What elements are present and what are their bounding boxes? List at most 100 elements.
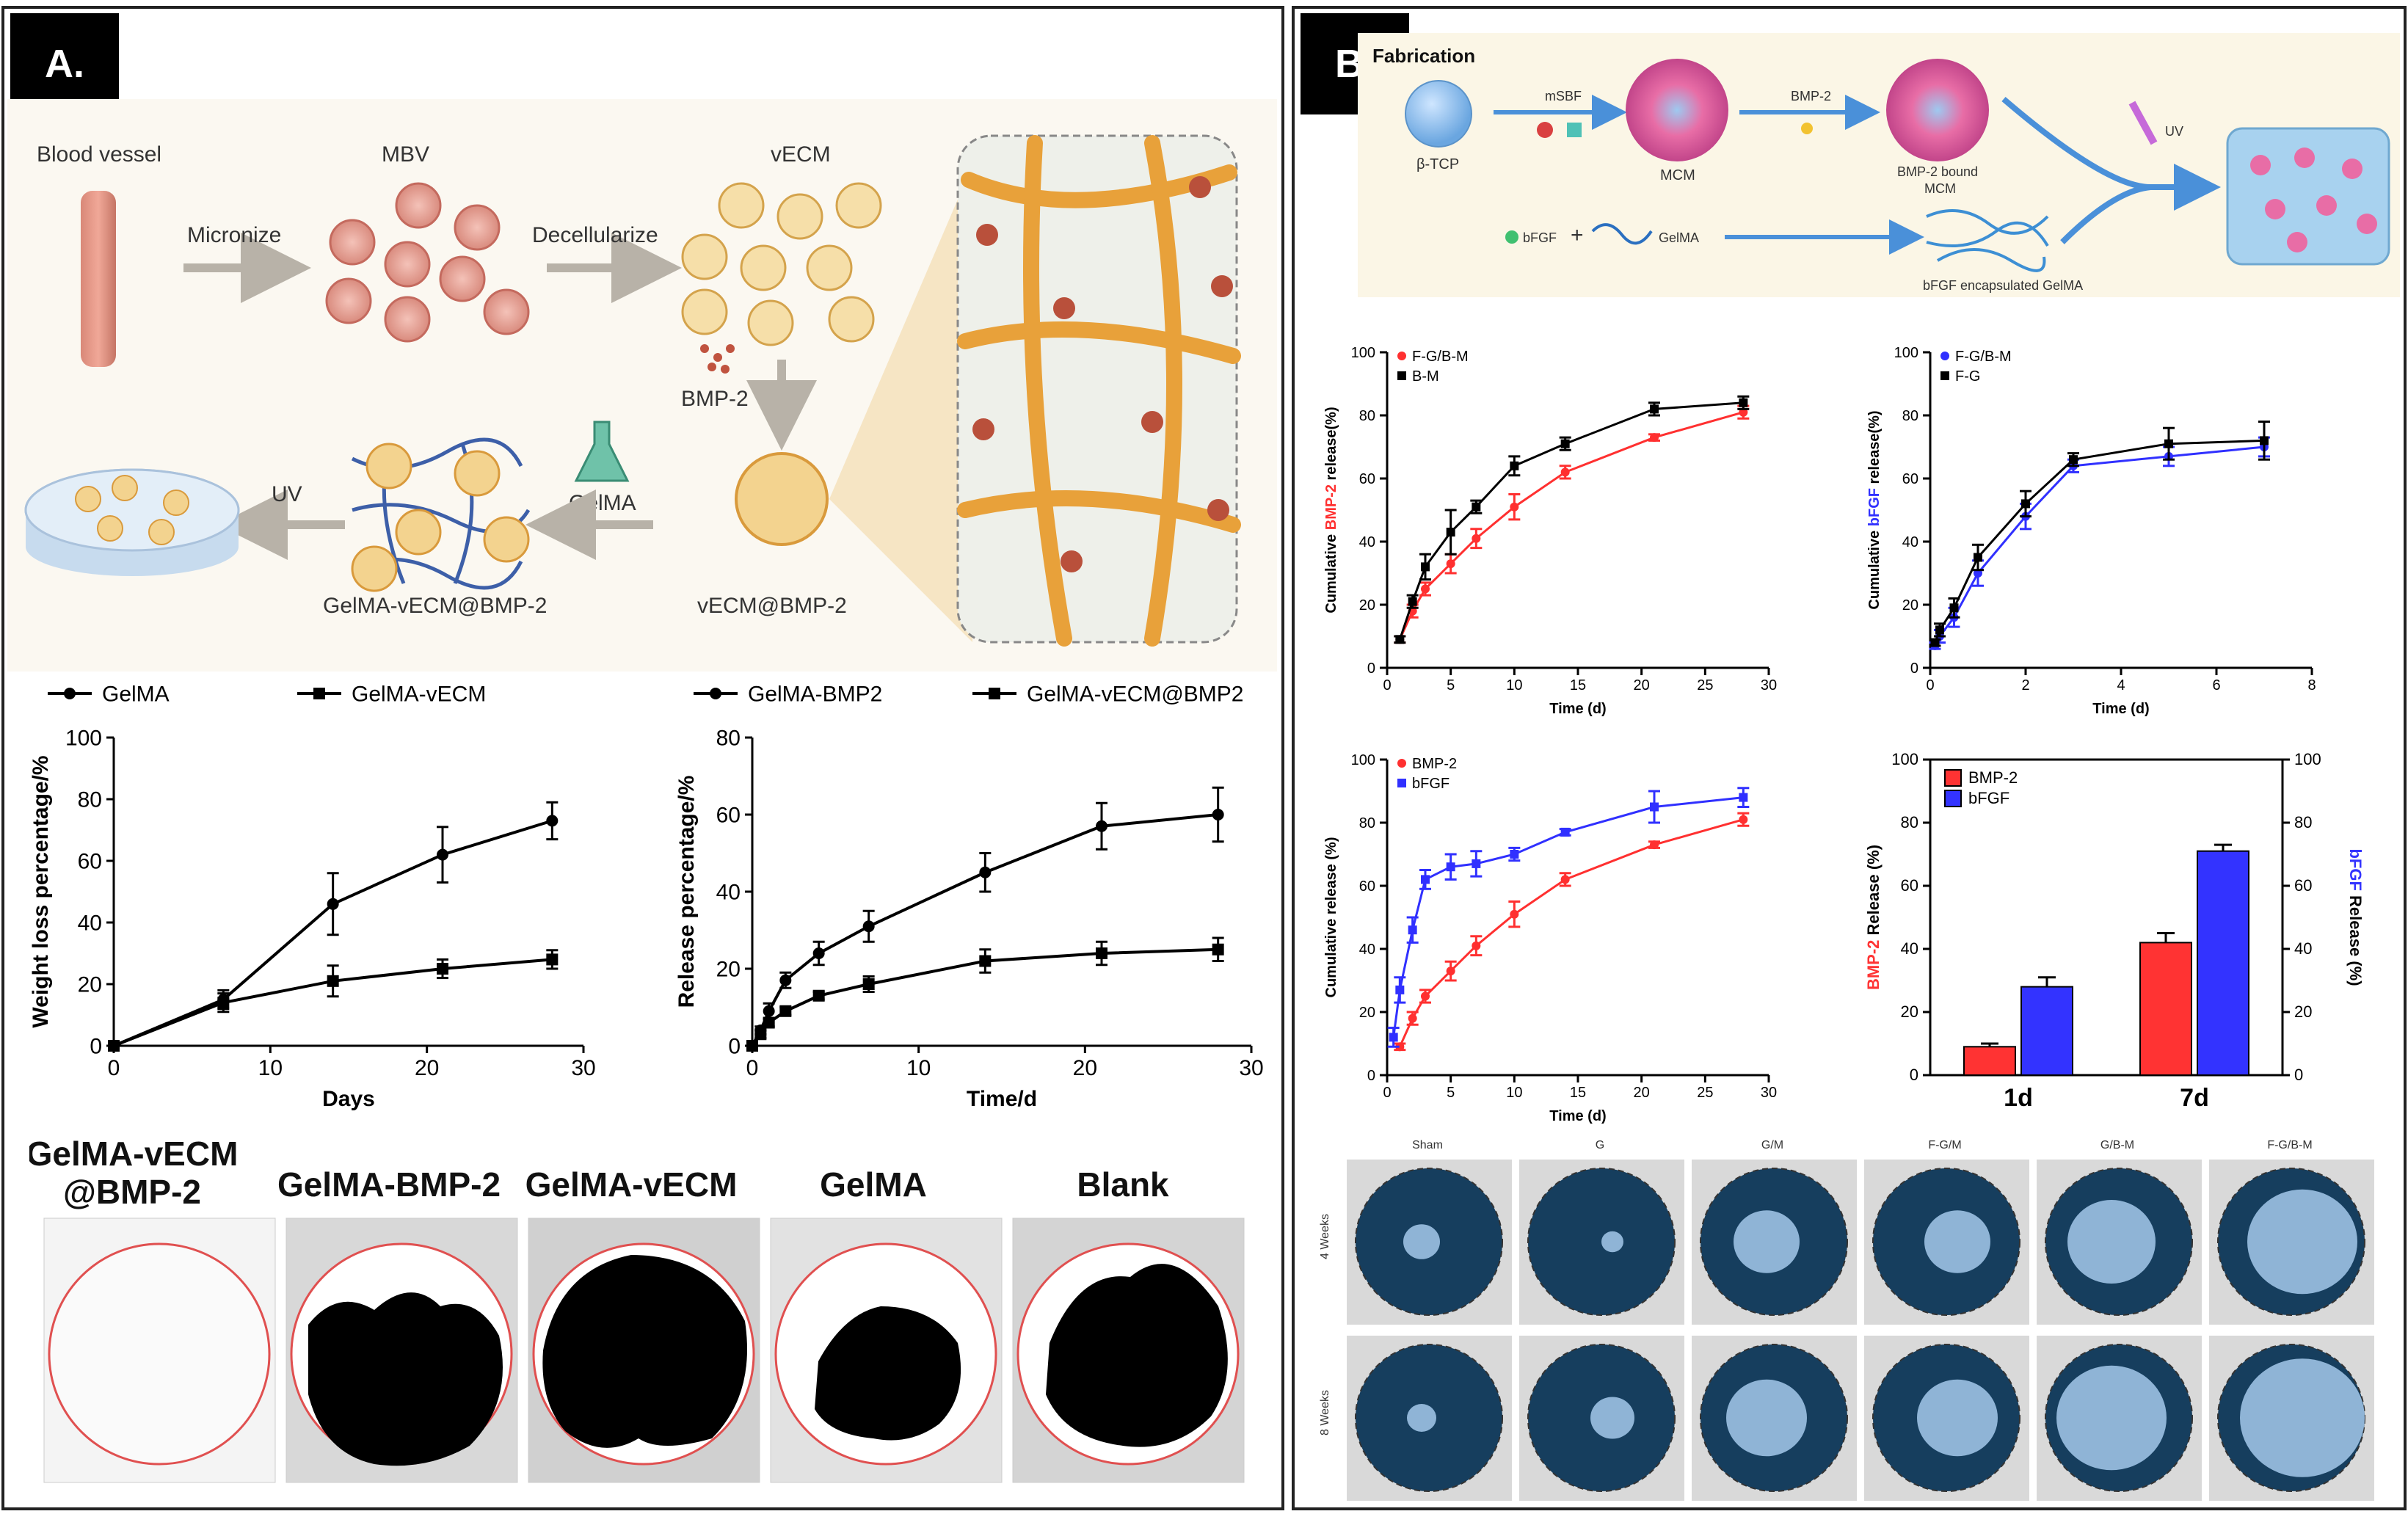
y2-tick-label: 60 xyxy=(2294,876,2312,895)
legend-label: BMP-2 xyxy=(1968,768,2018,787)
legend-marker xyxy=(710,688,721,699)
plus-sign: + xyxy=(1571,223,1584,247)
y-tick-label: 80 xyxy=(1902,408,1918,424)
data-point xyxy=(1472,502,1481,512)
data-point xyxy=(1510,461,1519,470)
series-GelMA-vECM@BMP2 xyxy=(746,936,1224,1052)
x-tick-label: 20 xyxy=(1073,1056,1097,1080)
data-point xyxy=(1395,1042,1405,1052)
legend-marker xyxy=(1940,352,1949,360)
data-point xyxy=(1650,840,1659,850)
zoom-fan xyxy=(829,165,972,642)
bone-regrowth xyxy=(1726,1379,1807,1457)
series-line xyxy=(1934,439,2265,644)
x-tick-label: 10 xyxy=(1506,677,1522,694)
data-point xyxy=(979,955,992,967)
y-tick-label: 60 xyxy=(716,804,741,828)
y2-tick-label: 100 xyxy=(2294,750,2321,768)
y-axis-label: Cumulative bFGF release(%) xyxy=(1866,410,1883,609)
row-label-4-weeks: 4 Weeks xyxy=(1319,1214,1331,1259)
x-tick-label: 20 xyxy=(1634,677,1650,694)
bfgf-green-icon xyxy=(1505,230,1518,244)
gelma-network-particles xyxy=(351,443,530,592)
data-point xyxy=(1650,433,1659,443)
bone-regrowth xyxy=(1734,1210,1800,1273)
zoom-fibers xyxy=(957,135,1241,647)
x-tick-label: 0 xyxy=(108,1056,120,1080)
bar-bFGF-7d xyxy=(2197,850,2249,1076)
series-line xyxy=(751,813,1218,1047)
ion-teal-icon xyxy=(1567,123,1582,137)
x-tick-label: 20 xyxy=(1634,1085,1650,1101)
data-point xyxy=(1421,875,1430,884)
data-point xyxy=(1212,809,1224,820)
data-point xyxy=(763,1005,775,1017)
data-point xyxy=(1510,502,1519,512)
data-point xyxy=(1949,603,1959,613)
bone-regrowth xyxy=(2247,1189,2357,1295)
data-point xyxy=(437,963,448,975)
series-B-M xyxy=(1394,395,1750,644)
data-point xyxy=(1472,534,1481,543)
data-point xyxy=(1472,941,1481,950)
y-tick-label: 40 xyxy=(716,881,741,905)
data-point xyxy=(1408,925,1417,935)
defect-area-3 xyxy=(542,1255,747,1448)
x-tick-label: 30 xyxy=(1239,1056,1263,1080)
data-point xyxy=(862,978,875,990)
data-point xyxy=(327,898,339,910)
x-tick-label: 5 xyxy=(1447,1085,1455,1101)
col-label-gm: G/M xyxy=(1761,1139,1783,1151)
col-label-g: G xyxy=(1596,1139,1604,1151)
x-tick-label: 25 xyxy=(1697,677,1713,694)
label-uv-fab: UV xyxy=(2165,124,2183,139)
series-GelMA-BMP2 xyxy=(746,786,1224,1052)
y-tick-label: 60 xyxy=(1359,878,1375,895)
data-point xyxy=(1408,1013,1417,1023)
label-uv: UV xyxy=(272,482,302,506)
x-axis-label: Time/d xyxy=(967,1087,1037,1111)
x-axis-label: Time (d) xyxy=(1549,701,1606,717)
label-msbf: mSBF xyxy=(1545,89,1582,103)
data-point xyxy=(1421,562,1430,572)
y-tick-label: 20 xyxy=(1359,597,1375,614)
data-point xyxy=(217,997,230,1009)
x-tick-label: 20 xyxy=(415,1056,439,1080)
y-tick-label: 60 xyxy=(1902,471,1918,487)
y-tick-label: 80 xyxy=(1359,815,1375,831)
legend-label: GelMA-vECM@BMP2 xyxy=(1027,683,1244,707)
col-label-sham: Sham xyxy=(1412,1139,1443,1151)
col-label-fgbm: F-G/B-M xyxy=(2267,1139,2312,1151)
label-micronize: Micronize xyxy=(187,223,281,247)
x-tick-label: 2 xyxy=(2021,677,2029,694)
data-point xyxy=(2021,499,2030,509)
y-tick-label: 80 xyxy=(78,788,102,812)
x-tick-label: 10 xyxy=(258,1056,283,1080)
label-gelma-vecm: GelMA-vECM xyxy=(525,1165,738,1204)
label-bmp2: BMP-2 xyxy=(681,387,749,411)
data-point xyxy=(1446,559,1455,569)
legend-label: bFGF xyxy=(1412,776,1449,792)
y-axis-label: Weight loss percentage/% xyxy=(29,755,53,1027)
panel-b-fabrication-schematic: Fabrication β-TCP mSBF MCM BMP-2 BMP-2 b… xyxy=(1358,33,2400,297)
data-point xyxy=(779,974,792,986)
x-tick-label: 25 xyxy=(1697,1085,1713,1101)
y-axis-label: Cumulative release (%) xyxy=(1323,837,1339,998)
legend-marker xyxy=(989,688,1000,699)
legend-label: F-G/B-M xyxy=(1412,349,1469,365)
x-tick-label: 0 xyxy=(1383,677,1391,694)
y-tick-label: 0 xyxy=(90,1035,102,1059)
label-gelma-fab: GelMA xyxy=(1659,230,1699,245)
data-point xyxy=(1930,638,1940,647)
y-axis-label: BMP-2 Release (%) xyxy=(1864,845,1883,990)
panel-b-microct-grid: Sham G G/M F-G/M G/B-M F-G/B-M 4 Weeks 8… xyxy=(1319,1139,2374,1501)
gelma-network-fab xyxy=(1926,209,2049,272)
data-point xyxy=(1650,404,1659,414)
y-tick-label: 100 xyxy=(1891,750,1918,768)
label-vecm-bmp2: vECM@BMP-2 xyxy=(697,594,847,618)
y-axis-label-part: Cumulative xyxy=(1323,530,1339,613)
data-point xyxy=(979,866,992,878)
data-point xyxy=(1510,850,1519,859)
data-point xyxy=(1446,862,1455,872)
